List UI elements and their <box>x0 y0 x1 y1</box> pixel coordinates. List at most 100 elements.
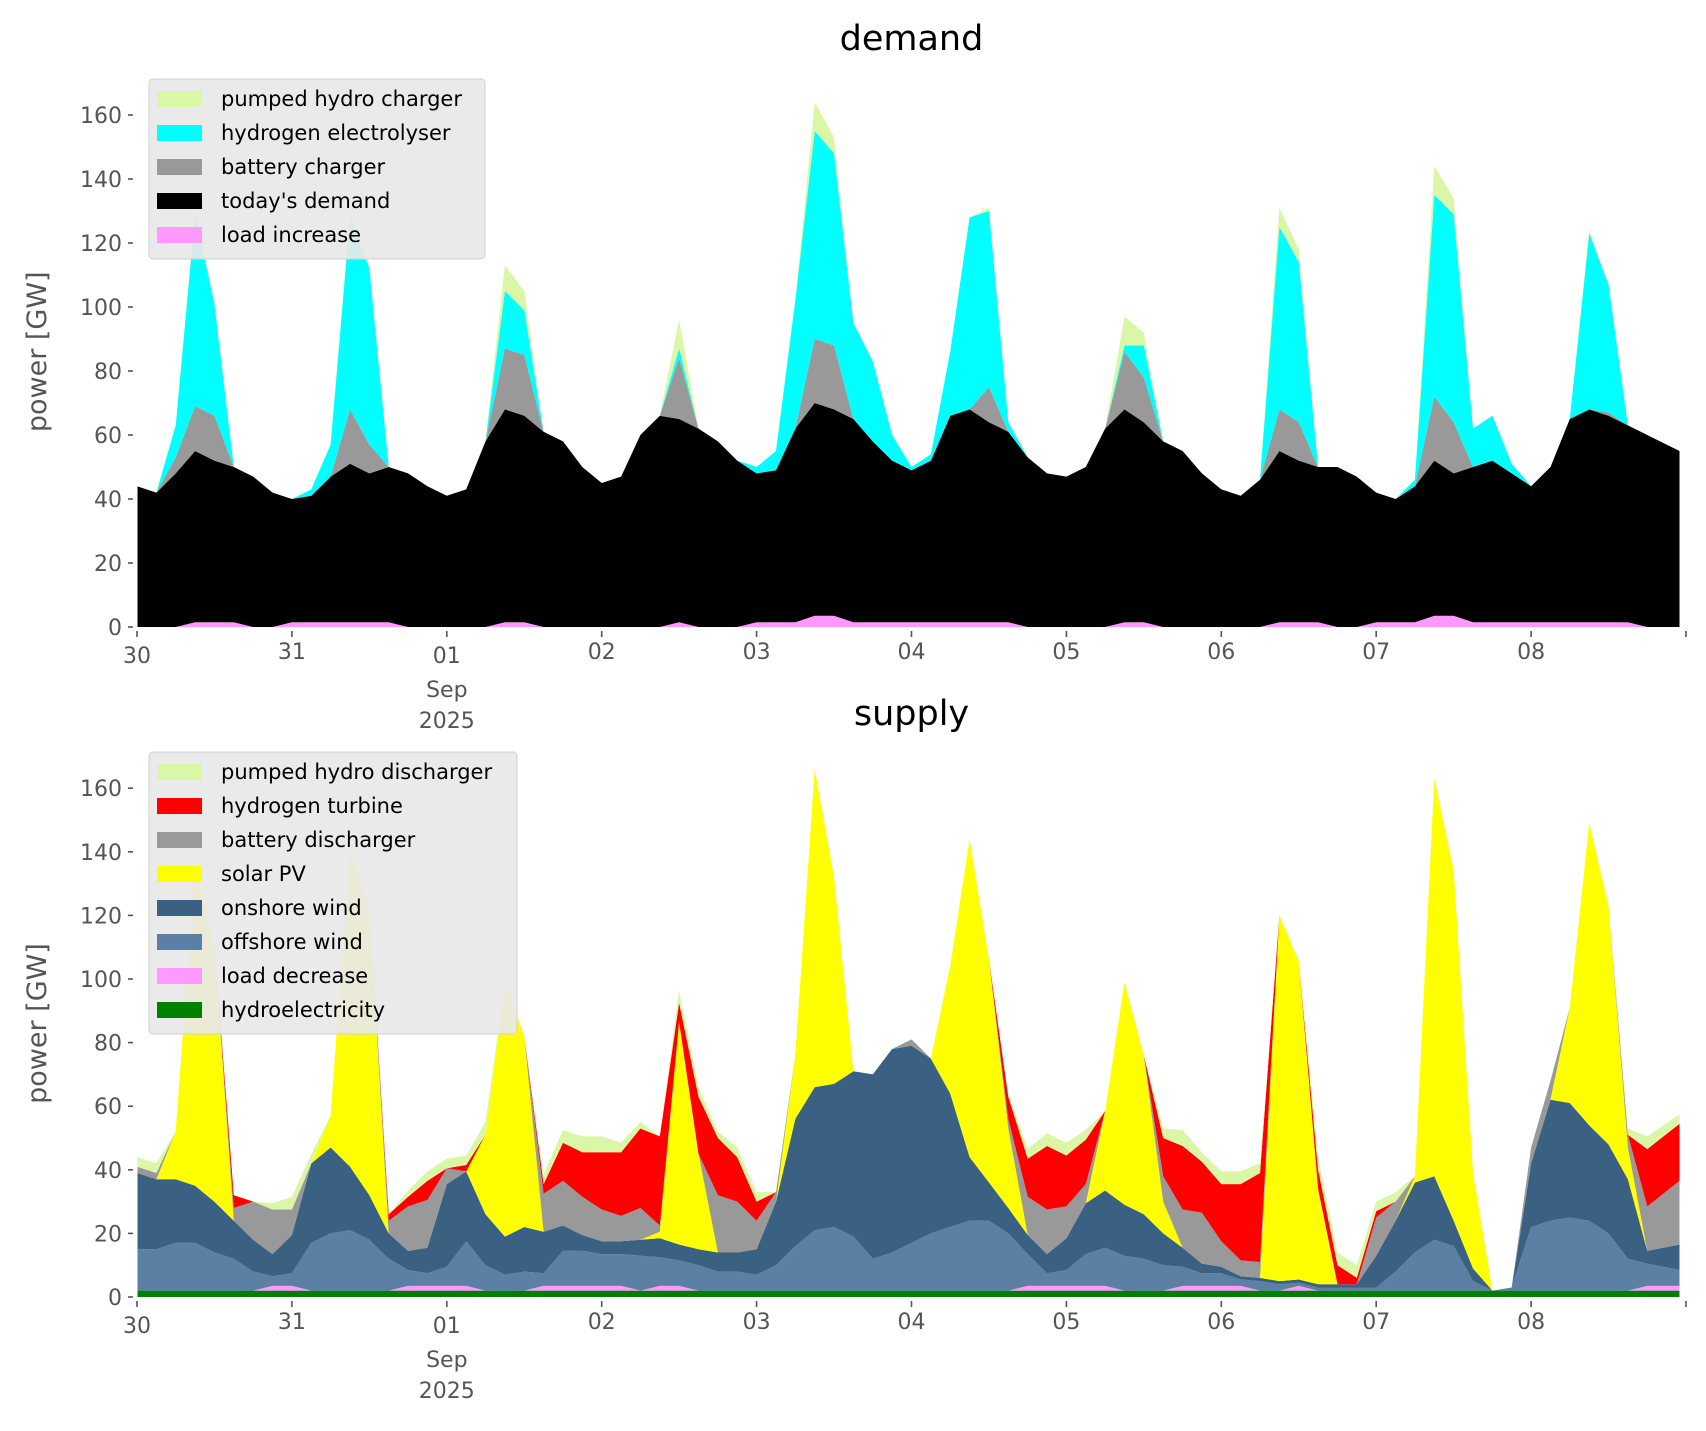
area-offshore-wind <box>137 1217 1680 1291</box>
legend-item-hydroelectricity: hydroelectricity <box>157 998 385 1022</box>
x-tick-label: 02 <box>588 1310 616 1335</box>
legend-label: hydrogen turbine <box>221 794 403 818</box>
legend-item-offshore-wind: offshore wind <box>157 930 363 954</box>
x-tick-label: 05 <box>1052 640 1080 665</box>
legend-swatch <box>157 900 202 916</box>
legend-label: battery charger <box>221 155 386 179</box>
y-tick-label: 140 <box>80 841 122 866</box>
legend-label: solar PV <box>221 862 306 886</box>
supply-panel: 0 20 40 60 80 100 120 140 160 30 31 01 Sep 2025 02 03 04… <box>22 694 1687 1404</box>
legend-item-load-decrease: load decrease <box>157 964 368 988</box>
legend-item-today-s-demand: today's demand <box>157 189 390 213</box>
legend-box <box>148 751 518 1035</box>
y-tick-label: 160 <box>80 104 122 129</box>
y-tick-label: 0 <box>108 616 122 641</box>
chart-title: demand <box>840 19 984 59</box>
x-tick-label: 01 <box>433 644 461 669</box>
x-tick-label: 07 <box>1362 640 1390 665</box>
legend-item-battery-charger: battery charger <box>157 155 386 179</box>
y-axis-label: power [GW] <box>22 271 53 432</box>
legend-label: battery discharger <box>221 828 416 852</box>
legend-item-pumped-hydro-discharger: pumped hydro discharger <box>157 760 492 784</box>
legend-swatch <box>157 125 202 141</box>
legend-item-onshore-wind: onshore wind <box>157 896 362 920</box>
y-tick-label: 40 <box>94 488 122 513</box>
legend-swatch <box>157 159 202 175</box>
y-tick-label: 60 <box>94 1095 122 1120</box>
area-load-increase <box>137 615 1680 627</box>
area-hydroelectricity <box>137 1290 1680 1297</box>
x-tick-label: 07 <box>1362 1310 1390 1335</box>
y-tick-label: 80 <box>94 1032 122 1057</box>
y-tick-label: 100 <box>80 296 122 321</box>
area-today-s-demand <box>137 403 1680 627</box>
area-onshore-wind <box>137 1045 1680 1291</box>
legend-swatch <box>157 764 202 780</box>
legend-label: pumped hydro discharger <box>221 760 492 784</box>
x-tick-label: 04 <box>898 640 926 665</box>
legend-swatch <box>157 832 202 848</box>
legend-label: onshore wind <box>221 896 362 920</box>
legend-label: load decrease <box>221 964 368 988</box>
demand-panel: 0 20 40 60 80 100 120 140 160 30 31 01 Sep 2025 02 03 04… <box>22 19 1687 734</box>
legend-swatch <box>157 1002 202 1018</box>
legend-swatch <box>157 227 202 243</box>
y-tick-label: 20 <box>94 552 122 577</box>
y-tick-label: 60 <box>94 424 122 449</box>
legend-item-pumped-hydro-charger: pumped hydro charger <box>157 87 462 111</box>
legend-label: offshore wind <box>221 930 363 954</box>
y-tick-label: 140 <box>80 168 122 193</box>
legend-label: pumped hydro charger <box>221 87 462 111</box>
x-tick-label: 03 <box>743 1310 771 1335</box>
y-tick-label: 80 <box>94 360 122 385</box>
legend: pumped hydro discharger hydrogen turbine b… <box>148 751 518 1035</box>
legend-label: today's demand <box>221 189 390 213</box>
x-tick-label: 06 <box>1207 1310 1235 1335</box>
legend-swatch <box>157 968 202 984</box>
x-tick-label: 31 <box>278 1310 306 1335</box>
x-tick-label: 05 <box>1052 1310 1080 1335</box>
legend-label: load increase <box>221 223 361 247</box>
legend: pumped hydro charger hydrogen electrolyse… <box>148 78 486 260</box>
x-tick-label: 30 <box>123 1314 151 1339</box>
y-tick-label: 20 <box>94 1222 122 1247</box>
legend-swatch <box>157 91 202 107</box>
x-tick-label: 06 <box>1207 640 1235 665</box>
legend-swatch <box>157 934 202 950</box>
legend-swatch <box>157 193 202 209</box>
chart-title: supply <box>854 694 969 734</box>
legend-item-hydrogen-electrolyser: hydrogen electrolyser <box>157 121 451 145</box>
area-battery-charger <box>137 339 1680 499</box>
x-tick-label: 08 <box>1517 1310 1545 1335</box>
legend-box <box>148 78 486 260</box>
y-tick-label: 160 <box>80 777 122 802</box>
legend-swatch <box>157 866 202 882</box>
y-tick-label: 0 <box>108 1286 122 1311</box>
x-tick-label: 30 <box>123 644 151 669</box>
x-tick-year: 2025 <box>419 1379 475 1404</box>
legend-item-load-increase: load increase <box>157 223 361 247</box>
area-hydrogen-electrolyser <box>137 131 1680 499</box>
area-solar-pv <box>137 769 1680 1291</box>
legend-swatch <box>157 798 202 814</box>
legend-label: hydrogen electrolyser <box>221 121 451 145</box>
legend-item-hydrogen-turbine: hydrogen turbine <box>157 794 403 818</box>
y-tick-label: 40 <box>94 1159 122 1184</box>
legend-item-battery-discharger: battery discharger <box>157 828 416 852</box>
x-tick-label: 04 <box>898 1310 926 1335</box>
x-tick-label: 01 <box>433 1314 461 1339</box>
x-tick-label: 31 <box>278 640 306 665</box>
x-tick-year: 2025 <box>419 709 475 734</box>
legend-item-solar-pv: solar PV <box>157 862 306 886</box>
x-tick-label: 02 <box>588 640 616 665</box>
y-tick-label: 120 <box>80 232 122 257</box>
y-tick-label: 100 <box>80 968 122 993</box>
x-tick-month: Sep <box>426 678 467 703</box>
legend-label: hydroelectricity <box>221 998 385 1022</box>
y-tick-label: 120 <box>80 904 122 929</box>
area-load-decrease <box>137 1285 1680 1291</box>
x-tick-month: Sep <box>426 1348 467 1373</box>
x-tick-label: 03 <box>743 640 771 665</box>
y-axis-label: power [GW] <box>22 943 53 1104</box>
